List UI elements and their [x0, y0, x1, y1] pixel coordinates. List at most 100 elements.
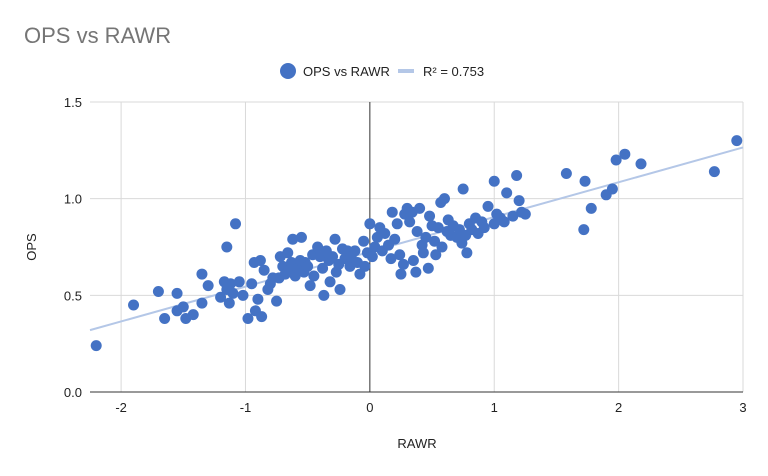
data-point: [215, 291, 227, 303]
data-point: [152, 285, 164, 297]
trendline-group: [89, 146, 744, 332]
data-point: [227, 287, 239, 299]
data-point: [610, 154, 622, 166]
data-point: [225, 278, 237, 290]
data-point: [386, 206, 398, 218]
data-point: [312, 241, 324, 253]
data-point: [389, 233, 401, 245]
data-point: [410, 266, 422, 278]
data-point: [302, 260, 314, 272]
data-point: [221, 241, 233, 253]
data-point: [358, 235, 370, 247]
data-point: [308, 270, 320, 282]
data-point: [90, 340, 102, 352]
data-point: [422, 262, 434, 274]
data-point: [334, 284, 346, 296]
data-point: [488, 175, 500, 187]
data-point: [324, 276, 336, 288]
data-point: [404, 216, 416, 228]
chart-title: OPS vs RAWR: [24, 23, 171, 48]
data-point: [196, 268, 208, 280]
data-point: [478, 222, 490, 234]
data-point: [414, 202, 426, 214]
x-tick-label: -1: [240, 400, 252, 415]
data-point: [635, 158, 647, 170]
data-point: [366, 251, 378, 263]
data-point: [417, 247, 429, 259]
x-axis-label: RAWR: [397, 436, 436, 451]
data-point: [457, 183, 469, 195]
data-point: [128, 299, 140, 311]
data-point: [498, 216, 510, 228]
legend-series-marker: [280, 63, 296, 79]
data-point: [242, 313, 254, 325]
y-axis-label: OPS: [24, 233, 39, 261]
data-point: [579, 175, 591, 187]
data-point: [430, 249, 442, 261]
x-tick-label: 3: [739, 400, 746, 415]
data-point: [349, 245, 361, 257]
data-point: [391, 218, 403, 230]
data-point: [282, 247, 294, 259]
data-point: [407, 255, 419, 267]
data-point: [171, 287, 183, 299]
data-point: [424, 210, 436, 222]
y-tick-label: 1.0: [64, 192, 82, 207]
data-point: [438, 193, 450, 205]
data-point: [256, 311, 268, 323]
data-point: [461, 247, 473, 259]
axes: [90, 102, 743, 393]
data-point: [511, 169, 523, 181]
data-point: [507, 210, 519, 222]
data-point: [578, 224, 590, 236]
data-point: [258, 264, 270, 276]
x-tick-label: 0: [366, 400, 373, 415]
data-point: [202, 280, 214, 292]
data-point: [329, 233, 341, 245]
data-point: [271, 295, 283, 307]
legend-series-label: OPS vs RAWR: [303, 64, 390, 79]
data-point: [731, 135, 743, 147]
data-point: [246, 278, 258, 290]
data-point: [327, 251, 339, 263]
data-point: [379, 227, 391, 239]
data-point: [432, 222, 444, 234]
data-point: [385, 253, 397, 265]
data-point: [560, 168, 572, 180]
tick-labels: 0.0 0.5 1.0 1.5 -2 -1 0 1 2 3: [64, 95, 747, 415]
data-point: [177, 301, 189, 313]
data-point: [708, 166, 720, 178]
data-point: [196, 297, 208, 309]
data-point: [252, 293, 264, 305]
data-point: [606, 183, 618, 195]
legend-trend-label: R² = 0.753: [423, 64, 484, 79]
data-point: [317, 262, 329, 274]
data-point: [254, 255, 266, 267]
data-point: [429, 235, 441, 247]
data-point: [230, 218, 242, 230]
data-point: [395, 268, 407, 280]
data-point: [394, 249, 406, 261]
data-point: [501, 187, 513, 199]
x-tick-label: 2: [615, 400, 622, 415]
data-point: [233, 276, 245, 288]
data-point: [513, 195, 525, 207]
trendline: [89, 146, 744, 332]
data-point: [364, 218, 376, 230]
data-point: [619, 148, 631, 160]
data-point: [287, 233, 299, 245]
data-point: [397, 258, 409, 270]
data-point: [159, 313, 171, 325]
data-point: [436, 241, 448, 253]
data-point: [519, 208, 531, 220]
data-point: [420, 231, 432, 243]
data-point: [359, 260, 371, 272]
legend: OPS vs RAWR R² = 0.753: [280, 63, 484, 79]
data-point: [318, 289, 330, 301]
data-point: [304, 280, 316, 292]
y-tick-label: 0.5: [64, 288, 82, 303]
y-tick-label: 0.0: [64, 385, 82, 400]
x-tick-label: 1: [491, 400, 498, 415]
data-point: [295, 231, 307, 243]
